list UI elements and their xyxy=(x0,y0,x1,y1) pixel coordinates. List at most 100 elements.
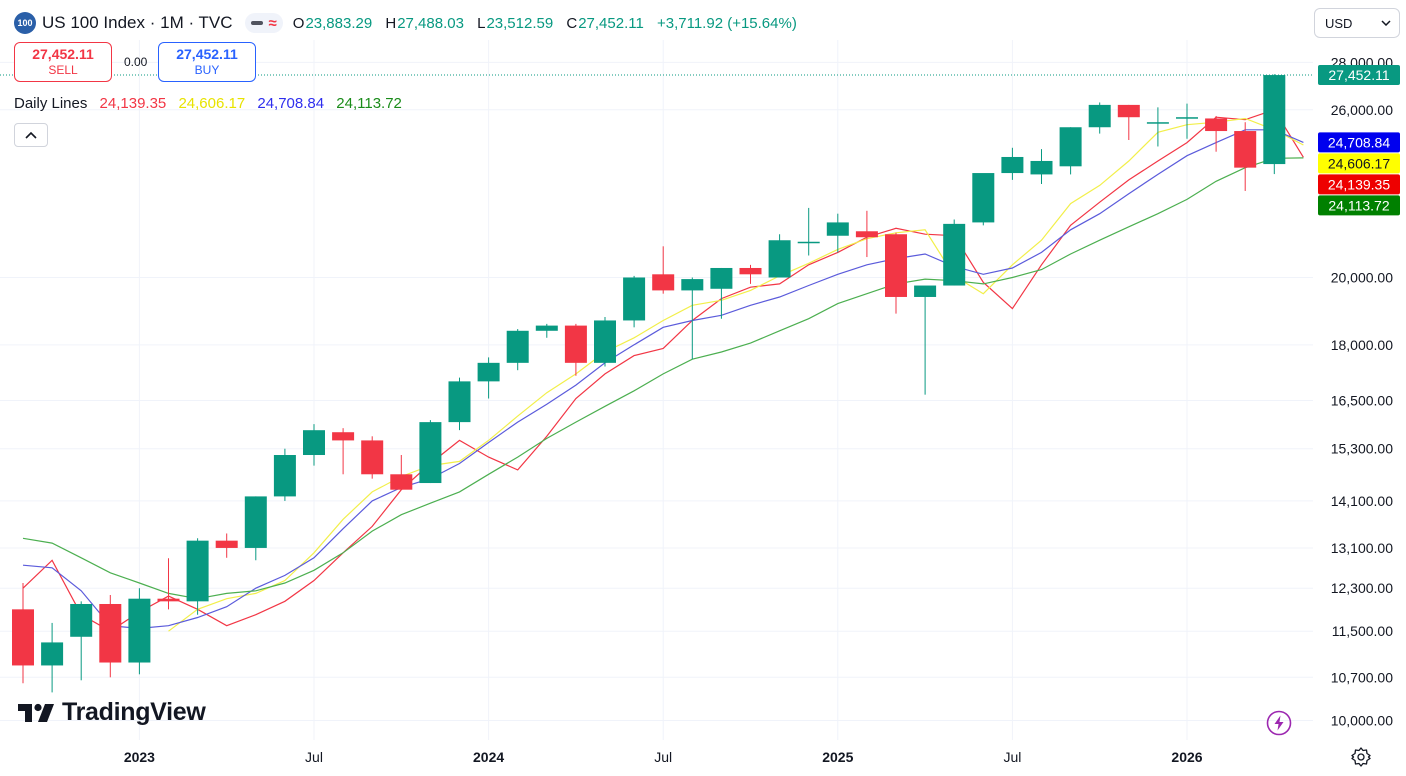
logo-text: TradingView xyxy=(62,698,206,726)
close-value: 27,452.11 xyxy=(578,14,644,32)
low-value: 23,512.59 xyxy=(486,14,554,32)
candle-body xyxy=(506,330,529,363)
price-tick-label: 11,500.00 xyxy=(1332,623,1393,639)
collapse-legend-button[interactable] xyxy=(14,123,48,147)
candle-body xyxy=(710,267,733,289)
buy-price: 27,452.11 xyxy=(176,46,238,62)
candle-body xyxy=(12,609,34,666)
time-axis[interactable]: 2023 Jul 2024 Jul 2025 Jul 2026 xyxy=(124,749,1203,765)
candle-body xyxy=(390,474,413,490)
price-tick-label: 18,000.00 xyxy=(1331,337,1393,353)
candle-body xyxy=(1030,160,1053,175)
candle-body xyxy=(99,603,122,663)
price-tick-label: 10,700.00 xyxy=(1331,669,1393,685)
candle-body xyxy=(1263,75,1286,165)
candle-body xyxy=(623,277,646,321)
candle-body xyxy=(244,496,267,548)
candle-body xyxy=(652,274,675,291)
spread-value: 0.00 xyxy=(124,55,148,69)
price-tick-label: 16,500.00 xyxy=(1331,392,1393,408)
open-key: O xyxy=(292,14,305,32)
price-tick-label: 15,300.00 xyxy=(1331,441,1393,457)
daily-line-green-value: 24,113.72 xyxy=(336,95,402,112)
moving-average-line-2 xyxy=(168,117,1304,632)
price-label: 24,113.72 xyxy=(1328,197,1389,213)
candle-body xyxy=(157,598,180,602)
candle-body xyxy=(826,222,849,236)
candle-body xyxy=(1059,127,1082,167)
price-label-bg xyxy=(1318,65,1400,86)
gear-icon[interactable] xyxy=(1350,746,1372,768)
symbol-legend: 100 US 100 Index · 1M · TVC ≈ O23,883.29… xyxy=(14,12,806,34)
close-key: C xyxy=(566,14,578,32)
daily-line-yellow-value: 24,606.17 xyxy=(178,95,246,112)
candle-body xyxy=(768,240,791,278)
price-label-bg xyxy=(1318,132,1400,153)
candle-body xyxy=(128,598,151,663)
candle-body xyxy=(1176,117,1198,119)
tradingview-logo[interactable]: TradingView xyxy=(16,698,206,727)
candle-body xyxy=(564,325,587,363)
candle-body xyxy=(273,455,296,497)
sell-price: 27,452.11 xyxy=(32,46,94,62)
candle-body xyxy=(943,223,966,286)
candle-body xyxy=(477,362,500,382)
change-value: +3,711.92 (+15.64%) xyxy=(657,14,797,32)
currency-select[interactable]: USD xyxy=(1314,8,1400,38)
moving-averages xyxy=(22,109,1304,632)
wave-icon: ≈ xyxy=(268,14,277,32)
time-tick-label: Jul xyxy=(1003,749,1021,765)
visibility-toggle[interactable]: ≈ xyxy=(244,13,283,33)
daily-lines-label: Daily Lines xyxy=(14,95,88,112)
candle-body xyxy=(419,422,442,484)
price-label: 24,708.84 xyxy=(1328,134,1390,150)
currency-value: USD xyxy=(1325,15,1353,31)
price-label-bg xyxy=(1318,195,1400,216)
candle-body xyxy=(797,241,820,244)
candle-body xyxy=(1001,156,1024,174)
time-tick-label: Jul xyxy=(654,749,672,765)
candle-body xyxy=(41,642,64,666)
buy-label: BUY xyxy=(194,63,220,77)
candle-body xyxy=(535,325,558,331)
candle-body xyxy=(594,320,616,363)
candle-body xyxy=(361,440,384,475)
sell-label: SELL xyxy=(48,63,78,77)
symbol-logo[interactable]: 100 xyxy=(14,12,36,34)
candle-body xyxy=(1234,131,1257,168)
price-label: 24,139.35 xyxy=(1328,176,1390,192)
daily-lines-legend[interactable]: Daily Lines 24,139.35 24,606.17 24,708.8… xyxy=(14,95,410,112)
moving-average-line-4 xyxy=(22,157,1304,600)
candle-body xyxy=(972,173,995,223)
candles xyxy=(12,74,1286,693)
price-tick-label: 12,300.00 xyxy=(1331,580,1393,596)
lightning-icon[interactable] xyxy=(1266,710,1292,736)
price-label: 27,452.11 xyxy=(1328,67,1389,83)
candle-body xyxy=(332,432,355,441)
ohlc-values: O23,883.29 H27,488.03 L23,512.59 C27,452… xyxy=(293,15,806,32)
chevron-down-icon xyxy=(1381,20,1391,26)
symbol-title[interactable]: US 100 Index · 1M · TVC xyxy=(42,13,233,32)
price-tick-label: 13,100.00 xyxy=(1331,540,1393,556)
price-label-bg xyxy=(1318,174,1400,195)
candle-body xyxy=(303,430,325,456)
candle-body xyxy=(1088,104,1111,128)
tradingview-mark-icon xyxy=(18,703,54,722)
candle-body xyxy=(739,267,762,275)
candle-body xyxy=(448,381,471,423)
candle-body xyxy=(681,279,704,291)
minus-icon xyxy=(250,21,263,25)
sell-button[interactable]: 27,452.11 SELL xyxy=(14,42,112,82)
buy-button[interactable]: 27,452.11 BUY xyxy=(158,42,256,82)
candle-body xyxy=(914,285,937,297)
candle-body xyxy=(1117,104,1140,118)
price-label-bg xyxy=(1318,153,1400,174)
time-tick-label: 2024 xyxy=(473,749,504,765)
price-label: 24,606.17 xyxy=(1328,155,1390,171)
time-tick-label: 2023 xyxy=(124,749,155,765)
daily-line-blue-value: 24,708.84 xyxy=(257,95,325,112)
candle-body xyxy=(885,234,907,297)
candle-body xyxy=(855,231,878,238)
time-tick-label: 2025 xyxy=(822,749,853,765)
